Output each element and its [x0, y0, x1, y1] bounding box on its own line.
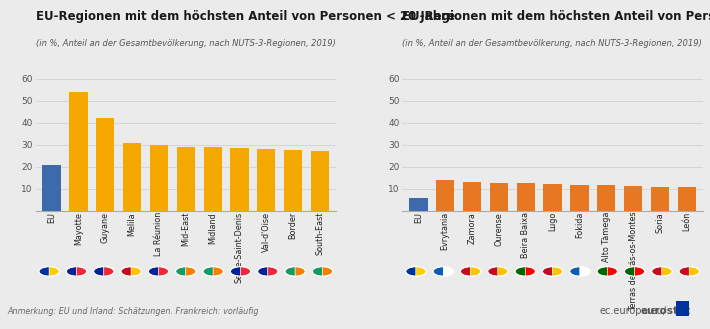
Text: (in %, Anteil an der Gesamtbevölkerung, nach NUTS-3-Regionen, 2019): (in %, Anteil an der Gesamtbevölkerung, … [36, 39, 335, 48]
Bar [463, 182, 481, 211]
Bar [150, 145, 168, 211]
Bar [651, 187, 669, 211]
Bar [677, 187, 696, 211]
Text: Anmerkung: EU und Irland: Schätzungen. Frankreich: vorläufig: Anmerkung: EU und Irland: Schätzungen. F… [7, 307, 258, 316]
Bar [204, 147, 222, 211]
Bar [436, 180, 454, 211]
Bar [177, 146, 195, 211]
Bar [624, 186, 643, 211]
Bar [70, 92, 87, 211]
Text: (in %, Anteil an der Gesamtbevölkerung, nach NUTS-3-Regionen, 2019): (in %, Anteil an der Gesamtbevölkerung, … [403, 39, 702, 48]
Bar [543, 184, 562, 211]
Bar [284, 150, 302, 211]
Bar [230, 148, 248, 211]
Bar [517, 183, 535, 211]
Bar [570, 185, 589, 211]
Bar [597, 185, 616, 211]
Bar [43, 164, 61, 211]
Text: EU-Regionen mit dem höchsten Anteil von Personen < 20 Jahre: EU-Regionen mit dem höchsten Anteil von … [36, 10, 454, 23]
Bar [123, 142, 141, 211]
Bar [490, 183, 508, 211]
Text: eurostat: eurostat [640, 306, 691, 316]
Bar [409, 198, 427, 211]
Bar [311, 151, 329, 211]
Bar [96, 118, 114, 211]
Bar [257, 149, 275, 211]
Text: EU-Regionen mit dem höchsten Anteil von Personen ≥ 80 Jahre: EU-Regionen mit dem höchsten Anteil von … [403, 10, 710, 23]
Text: ec.europa.eu/: ec.europa.eu/ [600, 306, 667, 316]
